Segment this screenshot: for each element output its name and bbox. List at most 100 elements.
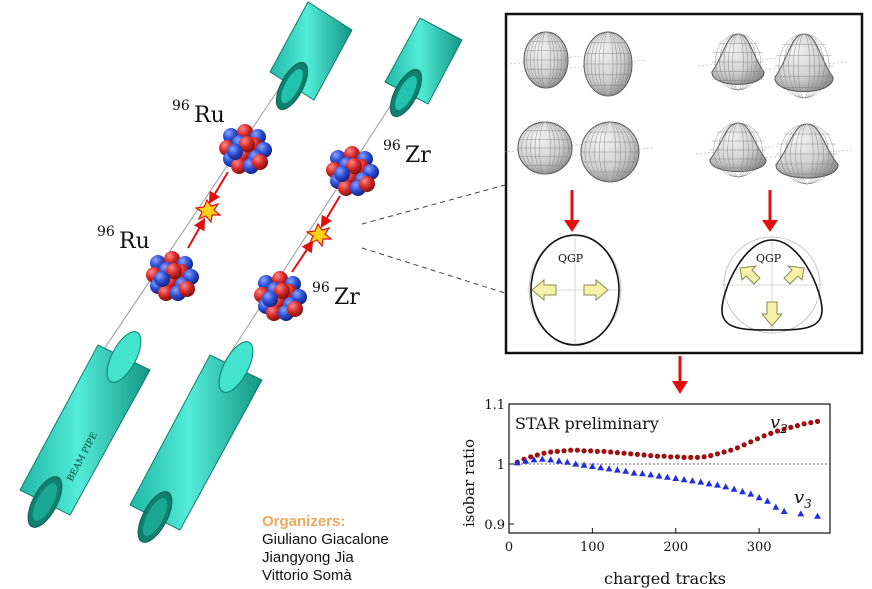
v3-data-point — [764, 497, 771, 504]
zr-top-label: 96 Zr — [383, 138, 431, 168]
mass-number: 96 — [172, 98, 190, 114]
v3-data-point — [722, 483, 730, 490]
v2-data-point — [714, 451, 721, 457]
v2-data-point — [541, 450, 547, 456]
y-tick-label: 1 — [497, 458, 505, 473]
v2-data-point — [788, 424, 794, 430]
deformed-shell — [503, 121, 587, 175]
flow-arrow-icon — [531, 278, 557, 302]
proton — [239, 136, 255, 152]
series-label-v2: v2 — [770, 412, 788, 436]
v2-data-point — [728, 447, 734, 453]
panel-to-chart-arrow — [672, 356, 688, 394]
v3-data-point — [597, 464, 605, 471]
beam-pipe-top-right — [384, 17, 463, 118]
v2-data-point — [774, 428, 781, 434]
neutron — [262, 291, 278, 307]
v3-data-point — [555, 457, 563, 464]
y-tick-label: 0.9 — [484, 518, 505, 533]
v2-data-point — [641, 452, 647, 458]
element-symbol: Ru — [119, 229, 150, 254]
v2-data-point — [621, 450, 627, 456]
v3-data-point — [613, 466, 621, 473]
ruthenium-nucleus-bottom — [146, 251, 199, 301]
deformed-shell — [695, 122, 781, 178]
collision-flash-icon — [305, 222, 333, 248]
v3-data-point — [622, 467, 630, 474]
v2-data-point — [648, 453, 654, 459]
chart-axis-ticks: 0 100 200 300 0.9 1 1.1 — [484, 398, 771, 555]
proton — [158, 285, 174, 301]
v3-data-point — [814, 512, 821, 519]
v3-data-point — [705, 480, 713, 487]
qgp-elliptic-flow: QGP — [527, 234, 623, 346]
v2-data-point — [688, 454, 694, 460]
chart-plot-area — [508, 403, 831, 534]
v2-data-point — [668, 454, 674, 460]
deformed-shell — [760, 33, 848, 99]
collision-flash-icon — [194, 198, 222, 224]
v2-data-point — [721, 449, 727, 455]
v3-data-point — [747, 490, 755, 497]
x-tick-label: 200 — [663, 540, 688, 555]
v2-data-point — [634, 451, 641, 457]
deformed-shell — [761, 123, 853, 185]
v2-data-point — [534, 452, 540, 458]
v3-data-point — [538, 455, 546, 462]
v2-data-point — [708, 453, 714, 459]
flow-arrow-icon — [739, 265, 761, 285]
proton — [338, 180, 354, 196]
v3-series-label: v3 — [794, 487, 812, 511]
v3-data-point — [647, 471, 655, 478]
zr-bottom-label: 96 Zr — [312, 280, 360, 310]
ru-bottom-label: 96 Ru — [97, 224, 150, 254]
zirconium-nucleus-bottom — [254, 271, 307, 321]
proton — [359, 176, 375, 192]
neutron — [227, 144, 243, 160]
chart-title: STAR preliminary — [515, 414, 659, 433]
series-letter: v — [794, 487, 804, 508]
x-tick-label: 100 — [580, 540, 605, 555]
v2-data-point — [808, 420, 814, 426]
v2-data-point — [661, 453, 667, 459]
series-label-v3: v3 — [794, 487, 812, 511]
v3-data-point — [772, 503, 780, 510]
chart-y-axis-label: isobar ratio — [460, 439, 478, 527]
v3-data-point — [588, 462, 596, 469]
series-letter: v — [770, 412, 780, 433]
qgp-label: QGP — [558, 252, 584, 265]
organizer-name: Giuliano Giacalone — [262, 531, 389, 548]
v3-data-point — [780, 507, 788, 514]
v2-data-point — [748, 439, 754, 445]
beam-lines — [89, 49, 421, 401]
x-tick-label: 300 — [747, 540, 772, 555]
v2-data-point — [594, 448, 600, 454]
v2-data-point — [801, 421, 807, 427]
v2-data-point — [814, 418, 821, 424]
flow-arrow-icon — [583, 278, 609, 302]
v3-data-point — [664, 473, 671, 480]
x-tick-label: 0 — [505, 540, 513, 555]
proton — [252, 154, 268, 170]
ruthenium-nucleus-top — [219, 124, 272, 174]
v2-data-point — [701, 454, 707, 460]
organizers-block: Organizers: Giuliano Giacalone Jiangyong… — [262, 512, 462, 585]
proton — [166, 263, 182, 279]
ru-top-label: 96 Ru — [172, 98, 225, 128]
v2-data-point — [794, 423, 801, 429]
flow-arrow-icon — [783, 265, 805, 285]
v2-data-point — [734, 445, 741, 451]
v2-data-point — [681, 454, 687, 460]
v3-data-point — [714, 481, 721, 488]
beam-pipe-bottom-left: BEAM PIPE — [19, 331, 151, 528]
series-subscript: 3 — [804, 497, 812, 511]
proton — [231, 158, 247, 174]
v3-data-point — [530, 456, 538, 463]
v3-data-point — [680, 476, 688, 483]
proton — [179, 281, 195, 297]
v3-data-point — [755, 494, 763, 501]
v2-data-point — [768, 430, 774, 436]
v2-data-point — [628, 451, 634, 457]
v2-data-point — [761, 433, 767, 439]
